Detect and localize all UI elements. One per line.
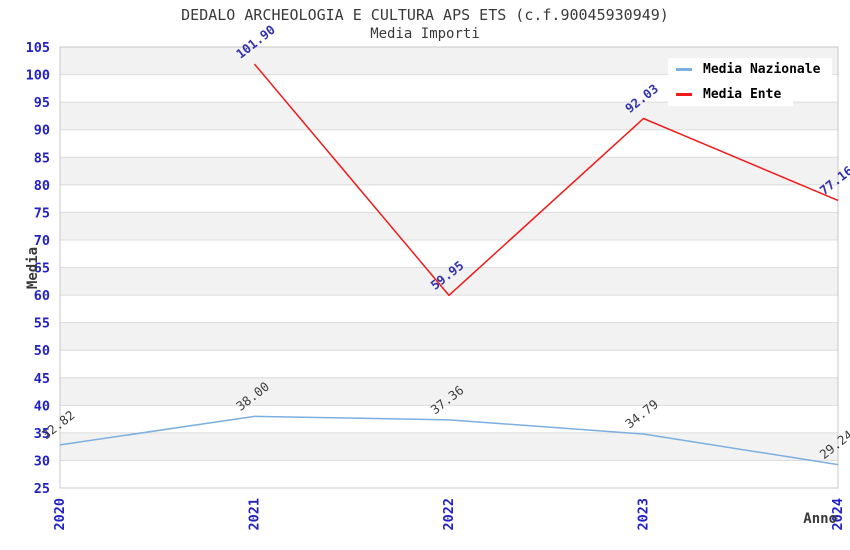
plot-band [60,267,838,296]
legend-label: Media Nazionale [703,62,821,77]
y-tick-label: 75 [34,205,50,221]
y-tick-label: 80 [34,178,50,194]
x-tick-label: 2024 [830,498,846,531]
chart-subtitle: Media Importi [370,26,480,42]
plot-band [60,460,838,488]
plot-band [60,322,838,351]
plot-band [60,350,838,378]
y-tick-label: 95 [34,95,50,111]
y-tick-label: 40 [34,398,50,414]
plot-band [60,239,838,268]
plot-band [60,184,838,213]
x-tick-label: 2021 [247,498,263,531]
y-tick-label: 65 [34,261,50,277]
y-tick-label: 60 [34,288,50,304]
y-tick-label: 85 [34,150,50,166]
series-line-media-nazionale [59,415,839,466]
plot-band [60,295,838,323]
plot-band [60,129,838,158]
plot-band [60,377,838,406]
y-tick-label: 25 [34,481,50,497]
plot-band [60,212,838,240]
y-axis-title: Media [25,246,41,290]
series-line-media-ente [253,63,839,297]
y-tick-label: 35 [34,426,50,442]
y-tick-label: 70 [34,233,50,249]
y-tick-label: 105 [26,40,50,56]
legend-label: Media Ente [703,87,782,102]
legend-item-media-ente: Media Ente [668,83,794,106]
x-tick-label: 2023 [636,498,652,531]
x-tick-label: 2020 [52,498,68,531]
plot-band [60,432,838,461]
legend-item-media-nazionale: Media Nazionale [668,58,833,81]
plot-band [60,102,838,130]
y-tick-label: 50 [34,343,50,359]
legend: Media Nazionale Media Ente [668,58,833,106]
x-axis-title: Anno [803,511,837,527]
plot-band [60,405,838,433]
plot-band [60,157,838,185]
x-tick-label: 2022 [441,498,457,531]
y-tick-label: 90 [34,123,50,139]
chart-title: DEDALO ARCHEOLOGIA E CULTURA APS ETS (c.… [181,6,669,24]
legend-swatch-media-nazionale-icon [676,68,692,71]
y-tick-label: 100 [26,68,50,84]
legend-swatch-media-ente-icon [676,93,692,96]
y-tick-label: 45 [34,371,50,387]
plot-border [59,46,839,489]
y-tick-label: 30 [34,453,50,469]
y-tick-label: 55 [34,316,50,332]
